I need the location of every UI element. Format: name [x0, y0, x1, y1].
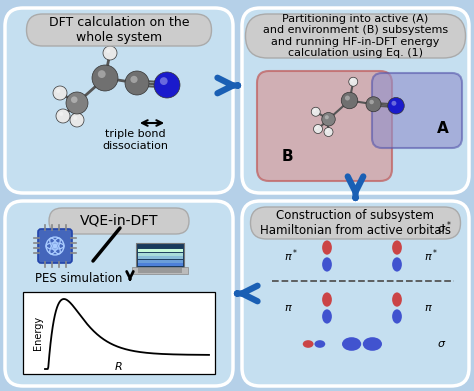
- Ellipse shape: [392, 292, 402, 307]
- Circle shape: [56, 109, 70, 123]
- Circle shape: [392, 101, 396, 106]
- Circle shape: [73, 116, 77, 120]
- Circle shape: [366, 97, 381, 112]
- Text: triple bond
dissociation: triple bond dissociation: [102, 129, 168, 151]
- Ellipse shape: [303, 340, 313, 348]
- Circle shape: [160, 77, 168, 85]
- FancyBboxPatch shape: [242, 8, 469, 193]
- Circle shape: [53, 86, 67, 100]
- Bar: [132, 267, 188, 274]
- Ellipse shape: [342, 337, 361, 351]
- FancyBboxPatch shape: [250, 207, 461, 239]
- Circle shape: [125, 71, 149, 95]
- Circle shape: [311, 107, 320, 116]
- Circle shape: [345, 95, 350, 100]
- Text: DFT calculation on the
whole system: DFT calculation on the whole system: [49, 16, 189, 44]
- Circle shape: [313, 124, 322, 133]
- Ellipse shape: [322, 240, 332, 255]
- Text: A: A: [437, 121, 449, 136]
- Circle shape: [130, 76, 137, 83]
- Circle shape: [324, 127, 333, 136]
- Text: B: B: [282, 149, 293, 164]
- Ellipse shape: [393, 223, 406, 233]
- Circle shape: [154, 72, 180, 98]
- Text: $\sigma$: $\sigma$: [437, 339, 447, 349]
- FancyBboxPatch shape: [5, 201, 233, 386]
- Circle shape: [106, 49, 110, 53]
- Ellipse shape: [322, 309, 332, 324]
- Ellipse shape: [392, 240, 402, 255]
- Bar: [138, 268, 182, 273]
- FancyBboxPatch shape: [38, 229, 72, 263]
- Ellipse shape: [363, 337, 382, 351]
- Ellipse shape: [408, 223, 421, 233]
- Ellipse shape: [314, 340, 325, 348]
- FancyBboxPatch shape: [5, 8, 233, 193]
- Circle shape: [70, 113, 84, 127]
- Circle shape: [349, 77, 358, 86]
- Circle shape: [316, 126, 318, 129]
- Ellipse shape: [322, 292, 332, 307]
- Circle shape: [341, 92, 358, 109]
- FancyBboxPatch shape: [246, 14, 465, 58]
- Ellipse shape: [392, 257, 402, 272]
- Circle shape: [53, 244, 57, 249]
- Circle shape: [56, 89, 60, 93]
- Circle shape: [313, 109, 316, 112]
- Circle shape: [322, 113, 335, 126]
- Text: VQE-in-DFT: VQE-in-DFT: [80, 214, 158, 228]
- FancyBboxPatch shape: [257, 71, 392, 181]
- Text: R: R: [115, 362, 123, 372]
- Circle shape: [388, 97, 404, 114]
- Circle shape: [71, 97, 78, 103]
- Text: Energy: Energy: [33, 316, 43, 350]
- Ellipse shape: [322, 257, 332, 272]
- Text: $\pi$: $\pi$: [424, 303, 433, 313]
- FancyBboxPatch shape: [136, 243, 184, 268]
- Circle shape: [98, 70, 106, 78]
- Text: $\pi$: $\pi$: [284, 303, 293, 313]
- Circle shape: [369, 100, 374, 104]
- Bar: [23, 292, 215, 374]
- Text: $\pi^*$: $\pi^*$: [284, 248, 298, 264]
- Text: PES simulation: PES simulation: [35, 271, 122, 285]
- FancyBboxPatch shape: [49, 208, 189, 234]
- Text: Partitioning into active (A)
and environment (B) subsystems
and running HF-in-DF: Partitioning into active (A) and environ…: [263, 14, 448, 58]
- Circle shape: [351, 79, 354, 82]
- Circle shape: [59, 112, 64, 116]
- FancyBboxPatch shape: [27, 14, 211, 46]
- Text: $\sigma^*$: $\sigma^*$: [437, 220, 452, 236]
- Text: Construction of subsystem
Hamiltonian from active orbitals: Construction of subsystem Hamiltonian fr…: [260, 209, 451, 237]
- Circle shape: [326, 129, 329, 132]
- Ellipse shape: [392, 309, 402, 324]
- Circle shape: [325, 115, 329, 119]
- FancyBboxPatch shape: [242, 201, 469, 386]
- Circle shape: [103, 46, 117, 60]
- Text: $\pi^*$: $\pi^*$: [424, 248, 438, 264]
- Circle shape: [66, 92, 88, 114]
- Circle shape: [92, 65, 118, 91]
- FancyBboxPatch shape: [372, 73, 462, 148]
